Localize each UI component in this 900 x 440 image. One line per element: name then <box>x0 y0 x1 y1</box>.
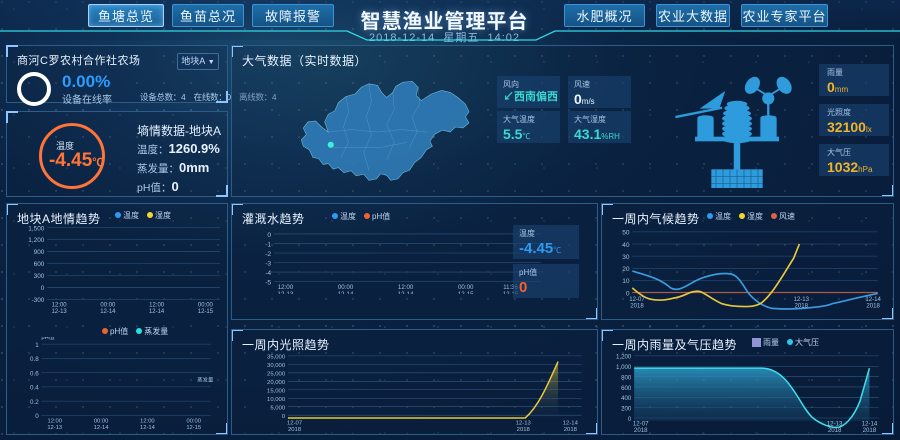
svg-text:40: 40 <box>622 242 630 249</box>
svg-text:12-15: 12-15 <box>458 291 474 294</box>
svg-text:12:00: 12:00 <box>140 419 154 425</box>
svg-text:12-13: 12-13 <box>278 291 294 294</box>
svg-text:12-07: 12-07 <box>287 421 302 427</box>
svg-text:12-13: 12-13 <box>47 425 62 431</box>
svg-text:2018: 2018 <box>288 427 302 433</box>
svg-text:12-14: 12-14 <box>94 425 110 431</box>
svg-text:12:00: 12:00 <box>52 303 68 309</box>
svg-text:15,000: 15,000 <box>267 389 286 395</box>
svg-text:12-13: 12-13 <box>516 421 532 427</box>
svg-text:20,000: 20,000 <box>267 380 286 386</box>
svg-text:0: 0 <box>282 414 286 420</box>
svg-text:400: 400 <box>621 395 632 402</box>
svg-text:蒸发量: 蒸发量 <box>197 376 214 384</box>
svg-text:2018: 2018 <box>630 303 644 309</box>
svg-text:1,000: 1,000 <box>616 364 632 371</box>
svg-text:-2: -2 <box>265 251 271 258</box>
svg-text:600: 600 <box>621 385 632 392</box>
svg-text:25,000: 25,000 <box>267 372 286 378</box>
svg-text:00:00: 00:00 <box>186 419 200 425</box>
svg-text:12-14: 12-14 <box>338 291 354 294</box>
svg-text:2018: 2018 <box>634 427 648 434</box>
svg-text:800: 800 <box>621 374 632 381</box>
svg-text:12-15: 12-15 <box>198 309 214 314</box>
svg-text:-300: -300 <box>32 297 45 304</box>
svg-text:pH值: pH值 <box>41 337 54 341</box>
svg-text:0: 0 <box>267 232 271 239</box>
svg-text:12-07: 12-07 <box>629 297 645 303</box>
svg-text:12-13: 12-13 <box>793 297 809 303</box>
svg-text:5,000: 5,000 <box>270 406 285 412</box>
svg-text:0: 0 <box>35 413 39 420</box>
svg-text:0: 0 <box>41 285 45 292</box>
svg-text:-5: -5 <box>265 279 271 286</box>
svg-text:12:00: 12:00 <box>48 419 62 425</box>
svg-text:2018: 2018 <box>564 427 578 433</box>
svg-text:1,500: 1,500 <box>28 225 45 232</box>
svg-text:12-15: 12-15 <box>186 425 201 431</box>
svg-text:0.2: 0.2 <box>30 399 39 406</box>
svg-text:12:00: 12:00 <box>149 303 165 309</box>
svg-text:1,200: 1,200 <box>616 354 632 361</box>
svg-text:1,200: 1,200 <box>28 237 45 244</box>
svg-text:12-14: 12-14 <box>140 425 156 431</box>
svg-text:10,000: 10,000 <box>267 397 286 403</box>
svg-text:-4: -4 <box>265 270 271 277</box>
svg-text:12-14: 12-14 <box>865 297 881 303</box>
svg-text:0.4: 0.4 <box>30 385 39 392</box>
svg-text:300: 300 <box>34 273 45 280</box>
svg-text:30,000: 30,000 <box>267 363 286 369</box>
svg-text:2018: 2018 <box>828 427 842 434</box>
svg-text:0: 0 <box>628 416 632 423</box>
svg-text:00:00: 00:00 <box>198 303 214 309</box>
svg-text:20: 20 <box>622 266 630 273</box>
svg-text:2018: 2018 <box>795 303 809 309</box>
svg-text:200: 200 <box>621 405 632 412</box>
svg-text:12-14: 12-14 <box>398 291 414 294</box>
svg-text:1: 1 <box>35 342 39 349</box>
svg-text:2018: 2018 <box>863 427 877 434</box>
svg-text:12-14: 12-14 <box>149 309 165 314</box>
svg-text:0.6: 0.6 <box>30 370 39 377</box>
svg-text:30: 30 <box>622 254 630 261</box>
svg-text:00:00: 00:00 <box>94 419 108 425</box>
svg-text:0.8: 0.8 <box>30 356 39 363</box>
svg-text:35,000: 35,000 <box>267 355 286 361</box>
svg-text:10: 10 <box>622 278 630 285</box>
svg-text:12-14: 12-14 <box>563 421 579 427</box>
svg-text:00:00: 00:00 <box>100 303 116 309</box>
svg-text:600: 600 <box>34 261 45 268</box>
svg-text:12-13: 12-13 <box>51 309 67 314</box>
svg-text:-3: -3 <box>265 260 271 267</box>
svg-text:-1: -1 <box>265 241 271 248</box>
svg-text:2018: 2018 <box>517 427 531 433</box>
svg-text:900: 900 <box>34 249 45 256</box>
svg-text:12-14: 12-14 <box>100 309 116 314</box>
svg-text:50: 50 <box>622 230 630 237</box>
svg-text:2018: 2018 <box>866 303 880 309</box>
